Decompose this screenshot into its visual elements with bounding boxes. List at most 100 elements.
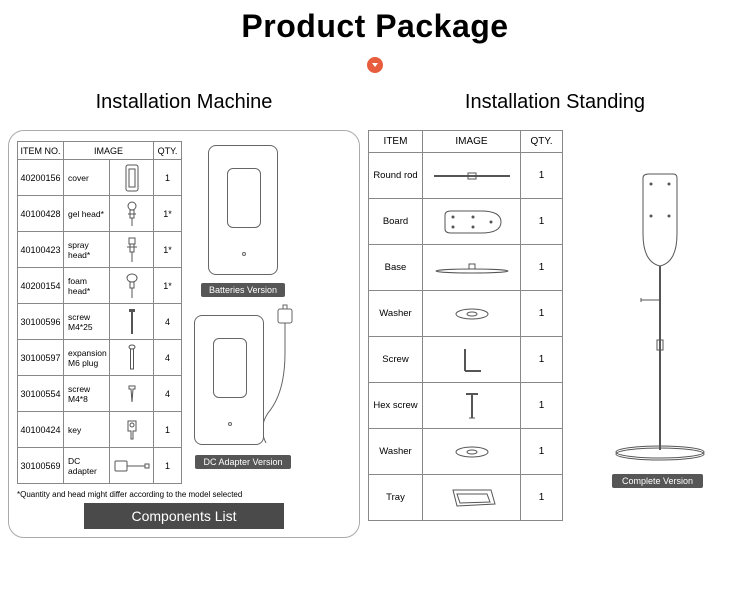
components-list-bar: Components List [84, 503, 284, 529]
table-header: IMAGE [64, 142, 154, 160]
table-row: Tray 1 [369, 475, 563, 521]
table-row: 40100428 gel head* 1* [18, 196, 182, 232]
cell-qty: 1 [521, 475, 563, 521]
cell-item-no: 40100424 [18, 412, 64, 448]
cell-qty: 1 [521, 429, 563, 475]
table-header: ITEM NO. [18, 142, 64, 160]
cell-qty: 1 [521, 245, 563, 291]
cell-qty: 1 [521, 383, 563, 429]
washer-icon [452, 307, 492, 321]
dc-device-illustration [188, 303, 298, 463]
cell-image [423, 383, 521, 429]
cell-image [110, 232, 154, 268]
cell-item-no: 40100428 [18, 196, 64, 232]
cell-qty: 4 [154, 376, 182, 412]
tray-icon [447, 484, 497, 512]
cell-name: Washer [369, 429, 423, 475]
table-row: Base 1 [369, 245, 563, 291]
table-row: 40200156 cover 1 [18, 160, 182, 196]
left-section-title: Installation Machine [8, 91, 360, 114]
adapter-icon [113, 456, 151, 476]
cell-item-no: 30100569 [18, 448, 64, 484]
cell-name: screw M4*25 [64, 304, 110, 340]
base-icon [432, 261, 512, 275]
cell-qty: 4 [154, 340, 182, 376]
cell-image [423, 475, 521, 521]
cell-qty: 1* [154, 196, 182, 232]
cell-name: gel head* [64, 196, 110, 232]
cell-qty: 1 [154, 448, 182, 484]
cell-qty: 1 [154, 160, 182, 196]
lscrew-icon [459, 345, 485, 375]
cell-name: Round rod [369, 153, 423, 199]
cell-item-no: 40200154 [18, 268, 64, 304]
cell-name: Washer [369, 291, 423, 337]
washer2-icon [452, 445, 492, 459]
cell-item-no: 30100596 [18, 304, 64, 340]
batteries-version-label: Batteries Version [201, 283, 285, 297]
table-header: QTY. [154, 142, 182, 160]
table-row: Screw 1 [369, 337, 563, 383]
table-row: Washer 1 [369, 291, 563, 337]
table-row: 30100554 screw M4*8 4 [18, 376, 182, 412]
table-row: Round rod 1 [369, 153, 563, 199]
table-header: IMAGE [423, 131, 521, 153]
plug-icon [127, 343, 137, 373]
cell-image [110, 304, 154, 340]
table-row: 30100569 DC adapter 1 [18, 448, 182, 484]
gel-head-icon [123, 200, 141, 228]
cell-qty: 4 [154, 304, 182, 340]
cell-name: key [64, 412, 110, 448]
right-section-title: Installation Standing [368, 91, 742, 114]
cell-name: DC adapter [64, 448, 110, 484]
cell-image [110, 160, 154, 196]
cell-image [110, 448, 154, 484]
expand-icon [367, 57, 383, 73]
cell-qty: 1 [521, 153, 563, 199]
page-title: Product Package [0, 0, 750, 45]
cell-qty: 1 [521, 199, 563, 245]
cell-item-no: 40100423 [18, 232, 64, 268]
right-components-table: ITEM IMAGE QTY. Round rod 1 Board 1 Base [368, 130, 563, 521]
table-row: Washer 1 [369, 429, 563, 475]
cell-name: spray head* [64, 232, 110, 268]
cell-image [110, 196, 154, 232]
cell-qty: 1* [154, 268, 182, 304]
cell-image [110, 376, 154, 412]
stand-illustration [603, 170, 713, 470]
cell-image [423, 429, 521, 475]
cell-name: Base [369, 245, 423, 291]
table-header: ITEM [369, 131, 423, 153]
cell-qty: 1* [154, 232, 182, 268]
key-icon [122, 417, 142, 443]
screw-short-icon [126, 382, 138, 406]
table-row: Hex screw 1 [369, 383, 563, 429]
cell-name: foam head* [64, 268, 110, 304]
table-row: Board 1 [369, 199, 563, 245]
cell-name: Screw [369, 337, 423, 383]
table-row: 30100597 expansion M6 plug 4 [18, 340, 182, 376]
cell-name: screw M4*8 [64, 376, 110, 412]
table-header: QTY. [521, 131, 563, 153]
cell-qty: 1 [154, 412, 182, 448]
cell-image [423, 153, 521, 199]
table-row: 40100423 spray head* 1* [18, 232, 182, 268]
hexscrew-icon [462, 390, 482, 422]
cell-qty: 1 [521, 337, 563, 383]
cell-qty: 1 [521, 291, 563, 337]
screw-icon [127, 307, 137, 337]
cell-image [110, 268, 154, 304]
cell-name: expansion M6 plug [64, 340, 110, 376]
cell-name: cover [64, 160, 110, 196]
complete-version-label: Complete Version [612, 474, 703, 488]
table-row: 40100424 key 1 [18, 412, 182, 448]
cell-name: Hex screw [369, 383, 423, 429]
table-row: 40200154 foam head* 1* [18, 268, 182, 304]
footnote-text: *Quantity and head might differ accordin… [17, 490, 351, 499]
cell-image [423, 291, 521, 337]
cell-item-no: 30100597 [18, 340, 64, 376]
rod-icon [432, 172, 512, 180]
cell-name: Board [369, 199, 423, 245]
foam-head-icon [123, 272, 141, 300]
cell-image [423, 337, 521, 383]
